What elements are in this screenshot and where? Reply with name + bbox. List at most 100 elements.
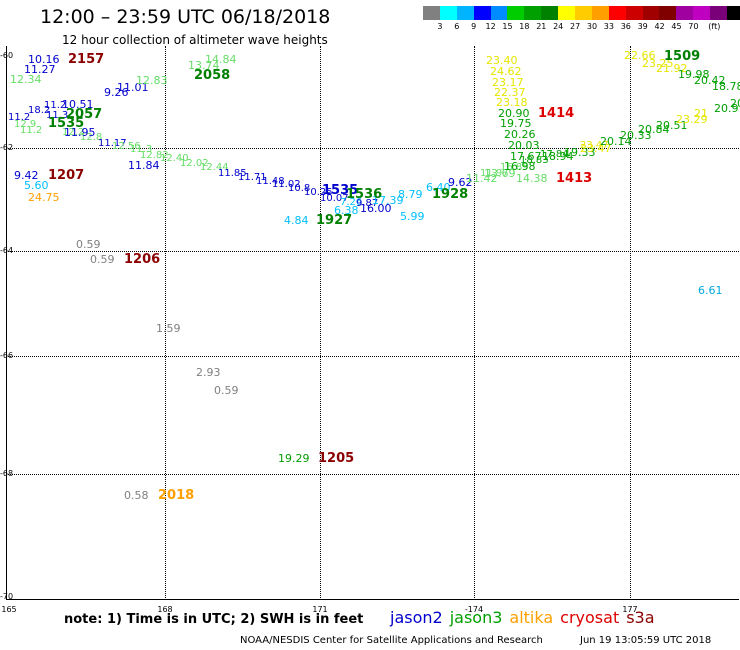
satellite-legend-entry: altika <box>509 608 554 627</box>
track-mark: 10.8 <box>288 183 310 194</box>
parallel-68s <box>6 474 739 475</box>
wave-height-value: 23.40 <box>486 54 518 67</box>
track-mark: 11.2 <box>20 125 42 136</box>
wave-height-value: 23.17 <box>492 76 524 89</box>
wave-height-colorbar <box>423 6 740 20</box>
colorbar-swatch <box>642 6 660 20</box>
wave-height-value: 19.33 <box>564 146 596 159</box>
satellite-legend-entry: cryosat <box>560 608 620 627</box>
colorbar-swatch <box>575 6 592 20</box>
wave-height-value: 12.83 <box>136 74 168 87</box>
pass-time-label: 1205 <box>318 451 355 466</box>
colorbar-swatch <box>659 6 677 20</box>
colorbar-label: 70 <box>688 22 699 31</box>
colorbar-swatch <box>456 6 474 20</box>
generation-timestamp: Jun 19 13:05:59 UTC 2018 <box>580 635 712 646</box>
pass-time-label: 1206 <box>124 252 161 267</box>
satellite-legend-entry: jason3 <box>449 608 503 627</box>
colorbar-label: 42 <box>654 22 665 31</box>
wave-height-value: 9.62 <box>448 176 473 189</box>
track-mark: 10.25 <box>304 187 333 198</box>
wave-height-value: 21.92 <box>656 62 688 75</box>
colorbar-swatch <box>473 6 491 20</box>
wave-height-value: 23.25 <box>642 57 674 70</box>
wave-height-value: 6.40 <box>426 181 451 194</box>
pass-time-label: 1536 <box>346 187 383 202</box>
colorbar-swatch <box>693 6 711 20</box>
wave-height-value: 6.61 <box>698 284 723 297</box>
wave-height-value: 16.00 <box>360 202 392 215</box>
wave-height-value: 9.42 <box>14 169 39 182</box>
wave-height-value: 23.18 <box>496 96 528 109</box>
track-mark: 18.83 <box>520 155 549 166</box>
wave-height-value: 24.62 <box>490 65 522 78</box>
track-mark: 11.71 <box>238 172 267 183</box>
track-mark: 11.3 <box>130 144 152 155</box>
wave-height-value: 14.38 <box>516 172 548 185</box>
wave-height-value: 8.79 <box>398 188 423 201</box>
map-plot-area <box>6 46 739 600</box>
track-mark: 11.48 <box>256 176 285 187</box>
track-mark: 18.2 <box>28 105 50 116</box>
colorbar-label: 24 <box>553 22 564 31</box>
wave-height-value: 1.59 <box>156 322 181 335</box>
wave-height-value: 17.39 <box>372 194 404 207</box>
wave-height-value: 19.98 <box>678 68 710 81</box>
colorbar-label: 45 <box>671 22 682 31</box>
colorbar-swatch <box>676 6 694 20</box>
wave-height-value: 10.16 <box>28 53 60 66</box>
meridian-174w <box>474 46 475 600</box>
wave-height-value: 20.90 <box>498 107 530 120</box>
wave-height-value: 20.51 <box>656 119 688 132</box>
lon-label: 177 <box>622 605 638 614</box>
lon-label: 165 <box>1 605 17 614</box>
wave-height-value: 21 <box>694 107 708 120</box>
wave-height-value: 13.69 <box>484 167 516 180</box>
lat-label: -60 <box>0 51 14 60</box>
lat-label: -62 <box>0 143 14 152</box>
lon-label: 171 <box>312 605 328 614</box>
track-mark: 12.56 <box>112 141 141 152</box>
colorbar-swatch <box>490 6 508 20</box>
wave-height-value: 10.51 <box>62 98 94 111</box>
track-mark: 11.97 <box>480 168 509 179</box>
colorbar-swatch <box>507 6 525 20</box>
wave-height-value: 19.75 <box>500 117 532 130</box>
wave-height-value: 11.27 <box>24 63 56 76</box>
colorbar-label: 6 <box>454 22 460 31</box>
colorbar-swatch <box>591 6 609 20</box>
wave-height-value: 11.95 <box>64 126 96 139</box>
credit-line: NOAA/NESDIS Center for Satellite Applica… <box>240 635 543 646</box>
parallel-64s <box>6 251 739 252</box>
satellite-legend-entry: s3a <box>626 608 655 627</box>
wave-height-value: 11.42 <box>466 172 498 185</box>
wave-height-value: 0.58 <box>124 489 149 502</box>
wave-height-value: 14.84 <box>205 53 237 66</box>
wave-height-value: 20.42 <box>694 74 726 87</box>
track-mark: 23.47 <box>580 140 609 151</box>
colorbar-swatch <box>727 6 740 20</box>
wave-height-value: 20.84 <box>638 123 670 136</box>
colorbar-label: 15 <box>502 22 513 31</box>
track-mark: 11.17 <box>98 138 127 149</box>
track-mark: 11.3 <box>46 110 68 121</box>
pass-time-label: 1535 <box>322 183 359 198</box>
track-mark: 7.26 <box>340 197 362 208</box>
wave-height-value: 12.34 <box>10 73 42 86</box>
map-title: 12:00 – 23:59 UTC 06/18/2018 <box>40 6 331 28</box>
pass-time-label: 1414 <box>538 106 575 121</box>
colorbar-label: 30 <box>586 22 598 31</box>
wave-height-value: 20.33 <box>620 129 652 142</box>
lat-label: -68 <box>0 469 14 478</box>
wave-height-value: 4.84 <box>284 214 309 227</box>
pass-time-label: 1207 <box>48 168 85 183</box>
lat-label: -66 <box>0 351 14 360</box>
wave-height-value: 20.03 <box>508 139 540 152</box>
track-mark: 11.85 <box>218 168 247 179</box>
colorbar-swatch <box>541 6 559 20</box>
wave-height-value: 9.26 <box>104 86 129 99</box>
wave-height-value: 2.93 <box>196 366 221 379</box>
lat-label: -64 <box>0 246 14 255</box>
track-mark: 9.87 <box>356 198 378 209</box>
